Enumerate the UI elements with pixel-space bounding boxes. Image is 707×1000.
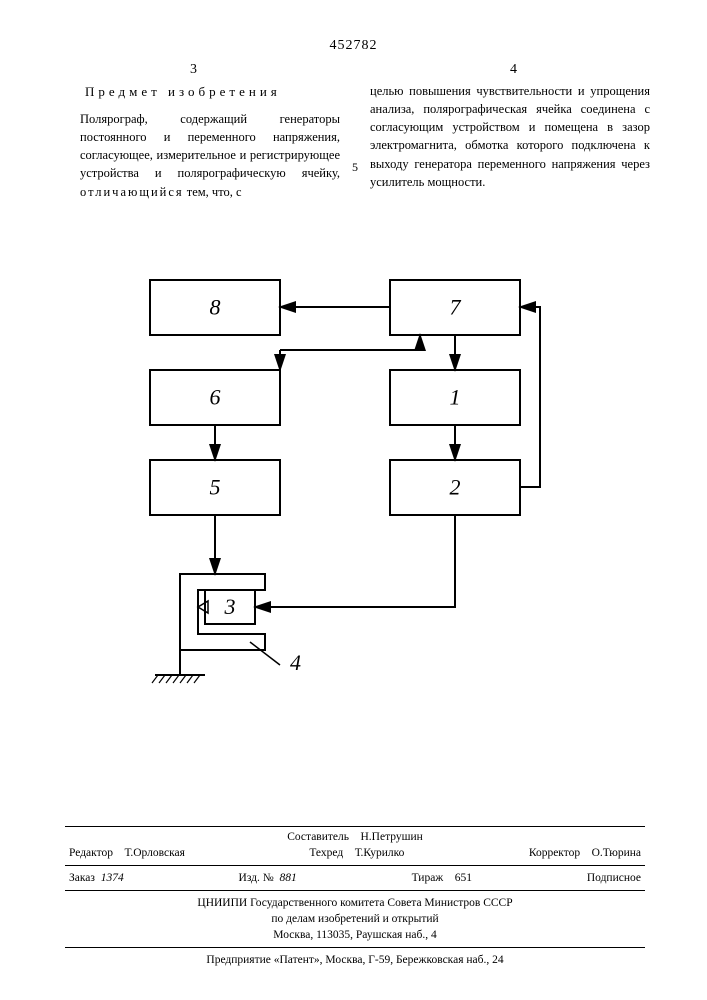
editor-label: Редактор bbox=[69, 847, 113, 859]
svg-text:7: 7 bbox=[450, 295, 462, 320]
block-diagram: 8 7 6 1 5 2 3 4 bbox=[120, 270, 580, 710]
corrector-name: О.Тюрина bbox=[592, 847, 641, 859]
document-number: 452782 bbox=[0, 38, 707, 54]
corrector-label: Корректор bbox=[529, 847, 580, 859]
izd-number: 881 bbox=[279, 872, 296, 884]
svg-text:6: 6 bbox=[210, 385, 221, 410]
tirazh-number: 651 bbox=[455, 872, 472, 884]
editor-name: Т.Орловская bbox=[124, 847, 184, 859]
svg-text:8: 8 bbox=[210, 295, 221, 320]
svg-text:5: 5 bbox=[210, 475, 221, 500]
tirazh-label: Тираж bbox=[412, 872, 444, 884]
org-line-2: по делам изобретений и открытий bbox=[65, 911, 645, 927]
svg-text:1: 1 bbox=[450, 385, 461, 410]
org-line-3: Москва, 113035, Раушская наб., 4 bbox=[65, 927, 645, 943]
column-number-left: 3 bbox=[190, 62, 197, 78]
section-title: Предмет изобретения bbox=[85, 84, 281, 100]
column-number-right: 4 bbox=[510, 62, 517, 78]
org-line-4: Предприятие «Патент», Москва, Г-59, Бере… bbox=[65, 952, 645, 968]
compiler-label: Составитель bbox=[287, 831, 349, 843]
footer-block: Составитель Н.Петрушин Редактор Т.Орловс… bbox=[65, 822, 645, 968]
compiler-name: Н.Петрушин bbox=[361, 831, 423, 843]
org-line-1: ЦНИИПИ Государственного комитета Совета … bbox=[65, 895, 645, 911]
svg-text:2: 2 bbox=[450, 475, 461, 500]
line-number-marker: 5 bbox=[352, 160, 358, 175]
svg-text:4: 4 bbox=[290, 650, 301, 675]
tech-label: Техред bbox=[309, 847, 343, 859]
izd-label: Изд. № bbox=[239, 872, 274, 884]
body-text-left-column: Полярограф, содержащий генераторы постоя… bbox=[80, 110, 340, 201]
order-number: 1374 bbox=[101, 872, 124, 884]
subscription-label: Подписное bbox=[587, 872, 641, 884]
tech-name: Т.Курилко bbox=[355, 847, 405, 859]
svg-text:3: 3 bbox=[224, 594, 236, 619]
order-label: Заказ bbox=[69, 872, 95, 884]
page: 452782 3 4 Предмет изобретения 5 Полярог… bbox=[0, 0, 707, 1000]
body-text-right-column: целью повышения чувствительности и упрощ… bbox=[370, 82, 650, 191]
